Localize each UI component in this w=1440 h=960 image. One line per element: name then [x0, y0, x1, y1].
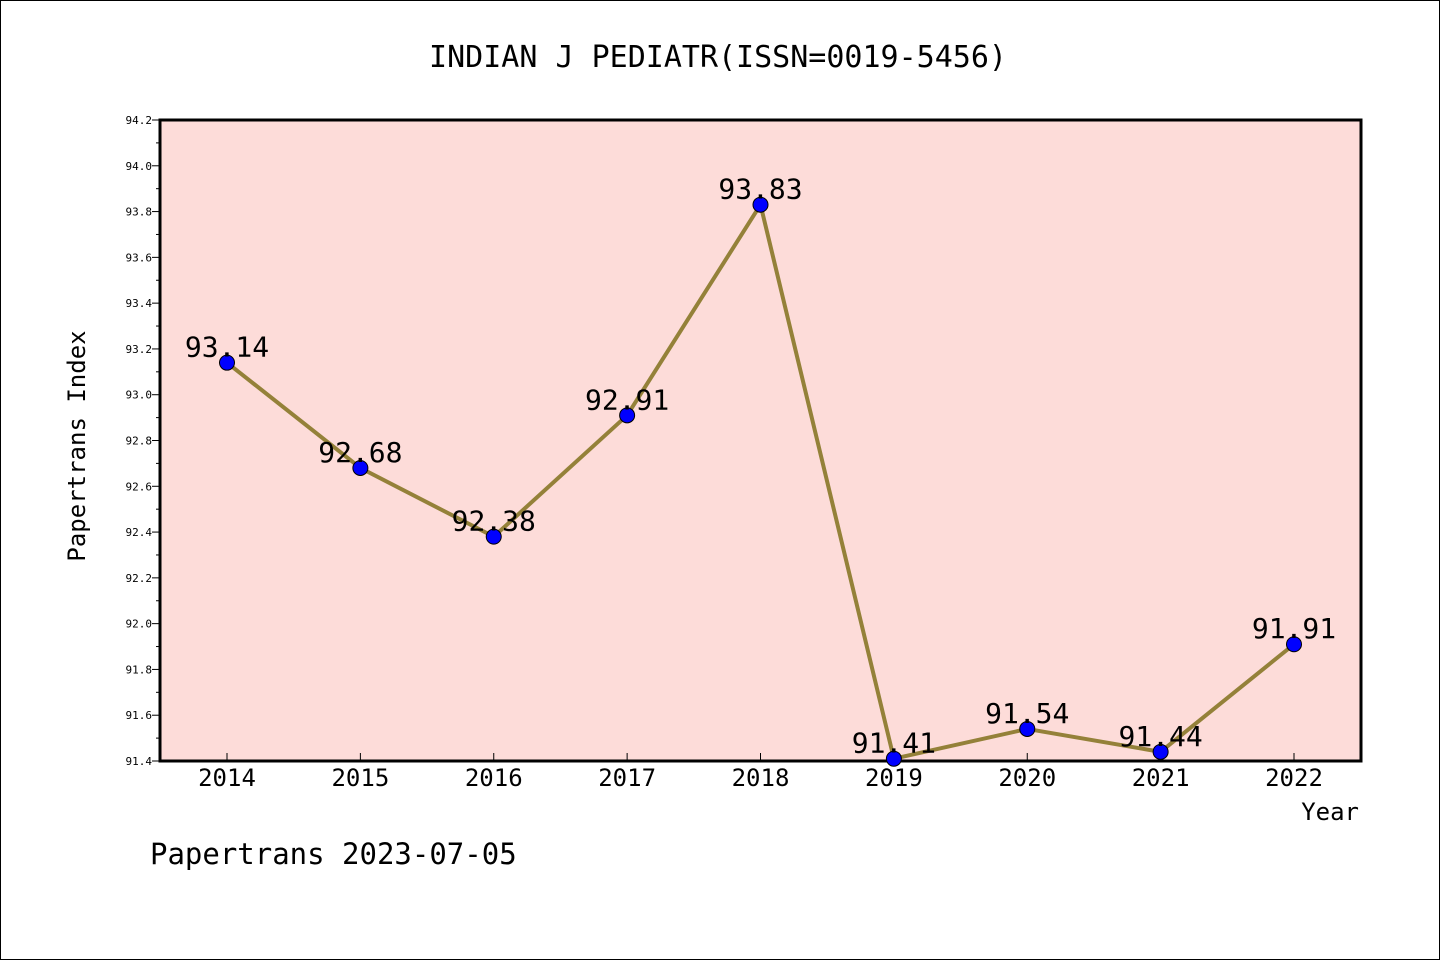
- x-tick-label: 2019: [865, 764, 923, 792]
- x-tick-label: 2018: [732, 764, 790, 792]
- data-label: 92.38: [452, 505, 536, 538]
- y-tick-label: 94.0: [126, 160, 153, 173]
- data-label: 91.41: [852, 727, 936, 760]
- chart-title: INDIAN J PEDIATR(ISSN=0019-5456): [429, 40, 1007, 75]
- data-label: 93.14: [185, 331, 269, 364]
- data-label: 92.91: [585, 383, 669, 416]
- y-axis: 91.4 91.6 91.8 92.0 92.2 92.4 92.6 92.8 93.0 93.2…: [126, 114, 160, 768]
- y-tick-label: 91.8: [126, 663, 153, 676]
- y-tick-label: 93.4: [126, 297, 153, 310]
- data-point: [485, 528, 502, 545]
- x-tick-label: 2021: [1132, 764, 1190, 792]
- y-tick-label: 92.8: [126, 435, 153, 448]
- y-tick-label: 92.6: [126, 480, 153, 493]
- plot-area: [158, 118, 1363, 763]
- footer-text: Papertrans 2023-07-05: [150, 837, 517, 871]
- data-point: [352, 459, 369, 476]
- y-axis-label: Papertrans Index: [63, 330, 91, 561]
- data-point: [619, 407, 636, 424]
- data-label: 91.44: [1118, 720, 1202, 753]
- y-tick-label: 93.6: [126, 251, 153, 264]
- x-tick-label: 2017: [598, 764, 656, 792]
- x-tick-label: 2014: [198, 764, 256, 792]
- data-point: [219, 354, 235, 371]
- y-tick-label: 91.6: [126, 709, 153, 722]
- data-label: 93.83: [718, 173, 802, 206]
- data-point: [885, 750, 902, 767]
- y-tick-label: 94.2: [126, 114, 153, 127]
- x-tick-label: 2020: [998, 764, 1056, 792]
- x-axis-label: Year: [1301, 798, 1359, 826]
- data-point: [1152, 743, 1169, 760]
- data-label: 91.54: [985, 697, 1069, 730]
- data-point: [1286, 636, 1302, 653]
- data-point: [1019, 720, 1036, 737]
- x-tick-label: 2015: [331, 764, 389, 792]
- y-tick-label: 93.0: [126, 389, 153, 402]
- y-tick-label: 93.8: [126, 206, 153, 219]
- y-tick-label: 93.2: [126, 343, 153, 356]
- data-label: 92.68: [318, 436, 402, 469]
- data-points: [219, 196, 1302, 767]
- x-tick-label: 2016: [465, 764, 523, 792]
- data-label: 91.91: [1252, 612, 1336, 645]
- y-tick-label: 92.4: [126, 526, 153, 539]
- y-tick-label: 91.4: [126, 755, 153, 768]
- y-tick-label: 92.2: [126, 572, 153, 585]
- data-point: [752, 196, 769, 213]
- data-labels: 93.14 92.68 92.38 92.91 93.83 91.41 91.54 91.44…: [185, 173, 1336, 760]
- x-tick-label: 2022: [1265, 764, 1323, 792]
- x-axis: 2014 2015 2016 2017 2018 2019 2020 2021 2022: [198, 753, 1323, 792]
- y-tick-label: 92.0: [126, 618, 153, 631]
